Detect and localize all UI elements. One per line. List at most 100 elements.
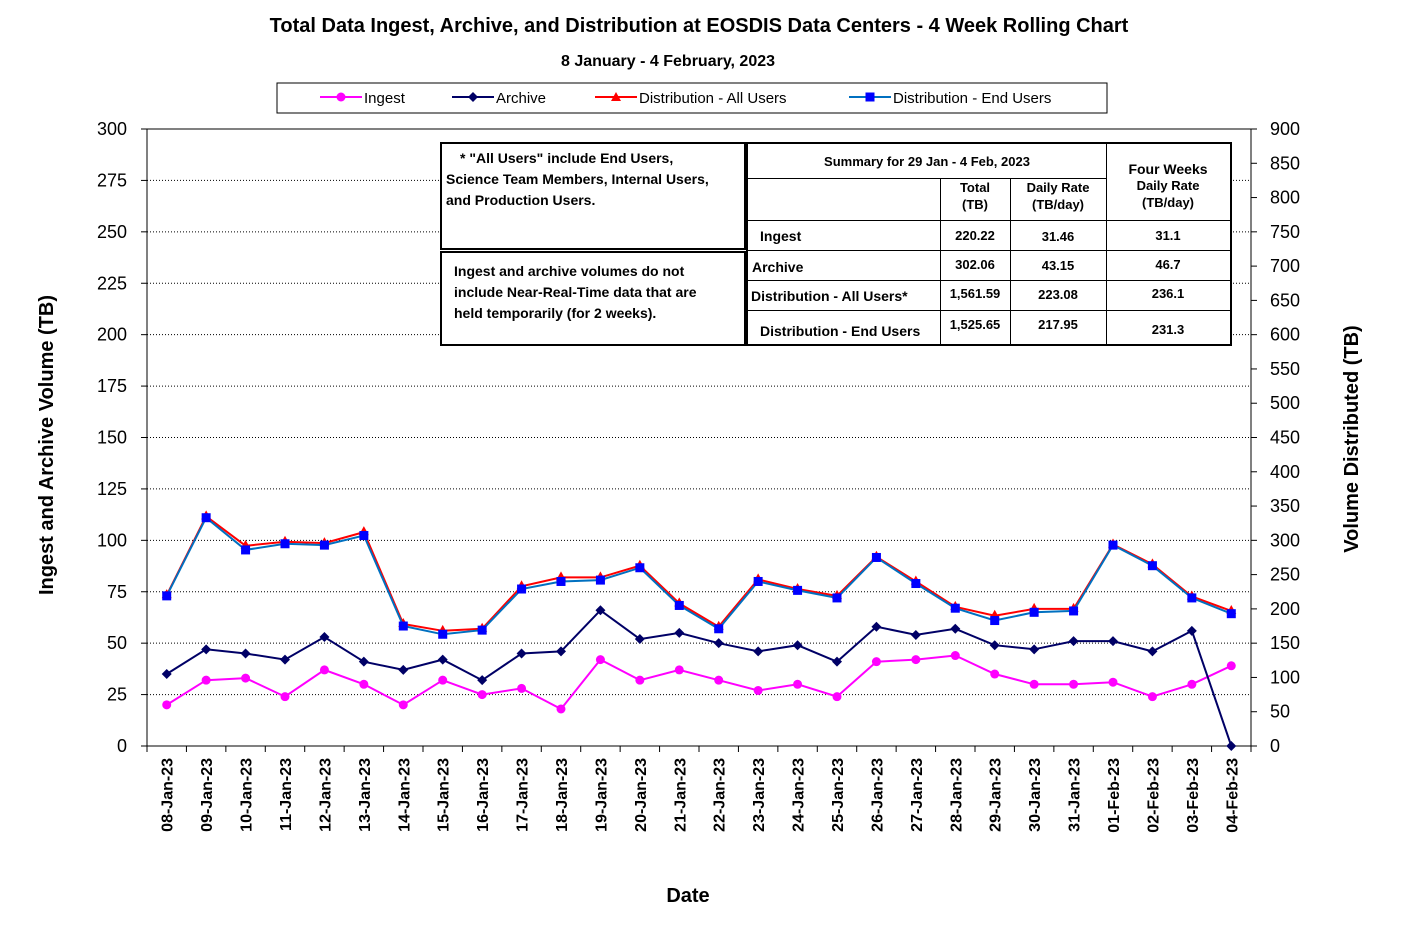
series-archive-point [1108,636,1118,647]
summary-four-weeks-header: Four Weeks [1128,161,1208,177]
summary-row-ingest-label: Ingest [760,228,802,244]
series-dist-end-point [635,563,645,573]
series-ingest-point [398,700,408,710]
series-archive [161,605,1237,751]
series-ingest-point [990,669,1000,679]
series-dist-end-point [871,552,881,562]
right-tick-label: 900 [1270,119,1300,139]
series-archive-point [1029,644,1040,655]
left-axis-title: Ingest and Archive Volume (TB) [36,295,58,595]
left-tick-label: 250 [97,222,127,242]
series-ingest-point [477,690,487,700]
x-tick-label: 10-Jan-23 [239,758,256,832]
series-ingest-point [753,685,763,695]
series-archive-point [477,675,488,686]
summary-divider [748,310,1230,311]
summary-period-header: Summary for 29 Jan - 4 Feb, 2023 [824,154,1030,169]
series-archive-point [1068,636,1079,647]
left-tick-label: 225 [97,273,127,293]
series-dist-end-line [165,516,1232,636]
right-tick-label: 100 [1270,667,1300,687]
right-axis-ticks: 0 50 100 150 200 250 300 350 400 450 500 550 600 650 7… [1251,119,1300,756]
series-dist-end-point [241,545,251,555]
series-ingest-line [166,654,1232,711]
series-ingest-point [1187,679,1197,689]
series-archive-point [240,648,251,659]
series-ingest-point [1226,661,1236,671]
x-axis-ticks: 08-Jan-23 09-Jan-23 10-Jan-23 11-Jan-23 12-J… [146,746,1252,833]
series-ingest-point [793,679,803,689]
note-nrt-line-3: held temporarily (for 2 weeks). [454,305,657,321]
series-ingest [162,651,1236,714]
summary-row-dist-end-label: Distribution - End Users [760,323,921,339]
series-dist-end-point [1226,609,1236,619]
x-tick-label: 22-Jan-23 [712,758,729,832]
legend-box [276,82,1108,114]
series-archive-point [1186,625,1197,636]
x-tick-label: 28-Jan-23 [948,758,965,832]
series-archive-point [437,654,448,665]
note-all-users: * "All Users" include End Users, Science… [440,142,746,250]
right-tick-label: 450 [1270,428,1300,448]
legend-dist-end: Distribution - End Users [849,90,1051,107]
series-ingest-point [950,651,960,661]
x-tick-label: 13-Jan-23 [357,758,374,832]
left-tick-label: 150 [97,428,127,448]
summary-divider [748,178,1106,179]
right-tick-label: 600 [1270,325,1300,345]
right-tick-label: 500 [1270,393,1300,413]
series-archive-point [398,664,409,675]
legend-ingest-marker [336,92,346,102]
series-archive-point [556,646,566,657]
x-tick-label: 08-Jan-23 [160,758,177,832]
right-axis-title: Volume Distributed (TB) [1341,325,1363,552]
series-archive-line [166,608,1233,747]
series-ingest-point [201,675,211,685]
series-archive-point [910,629,921,640]
x-tick-label: 23-Jan-23 [751,758,768,832]
series-dist-end-point [201,513,211,523]
legend-ingest-label: Ingest [364,90,406,107]
x-tick-label: 03-Feb-23 [1185,758,1202,833]
series-dist-end-point [477,625,487,635]
series-ingest-point [438,675,448,685]
x-tick-label: 01-Feb-23 [1106,758,1123,833]
note-all-users-line-1: * "All Users" include End Users, [460,150,674,166]
summary-row-dist-all-label: Distribution - All Users* [751,288,908,304]
left-tick-label: 175 [97,376,127,396]
right-tick-label: 300 [1270,530,1300,550]
series-ingest-point [556,704,566,714]
left-tick-label: 200 [97,325,127,345]
summary-col-total: Total (TB) [959,180,991,212]
series-archive-point [595,605,606,616]
summary-row-archive-daily: 43.15 [1041,258,1075,273]
x-tick-label: 29-Jan-23 [988,758,1005,832]
left-tick-label: 125 [97,479,127,499]
series-archive-point [989,640,1000,651]
series-ingest-point [1147,692,1157,702]
x-tick-label: 16-Jan-23 [475,758,492,832]
series-archive-point [634,634,645,645]
series-archive-point [753,646,764,657]
legend-dist-all-label: Distribution - All Users [639,90,787,107]
series-archive-point [358,656,369,667]
series-ingest-point [1029,679,1039,689]
summary-row-archive-four: 46.7 [1155,257,1181,272]
right-tick-label: 150 [1270,633,1300,653]
summary-row-dist-end-daily: 217.95 [1038,317,1078,332]
series-dist-end-point [280,539,290,549]
series-dist-end-point [595,575,605,585]
summary-divider [748,280,1230,281]
right-tick-label: 850 [1270,153,1300,173]
series-dist-end-point [359,531,369,541]
right-tick-label: 50 [1270,702,1290,722]
series-archive-point [1147,646,1158,657]
series-dist-end-point [911,579,921,589]
x-tick-label: 02-Feb-23 [1145,758,1162,833]
x-tick-label: 19-Jan-23 [593,758,610,832]
series-ingest-point [635,675,645,685]
series-ingest-point [832,692,842,702]
summary-col-four-weeks: Daily Rate (TB/day) [1136,178,1200,210]
right-tick-label: 250 [1270,565,1300,585]
left-tick-label: 50 [107,633,127,653]
